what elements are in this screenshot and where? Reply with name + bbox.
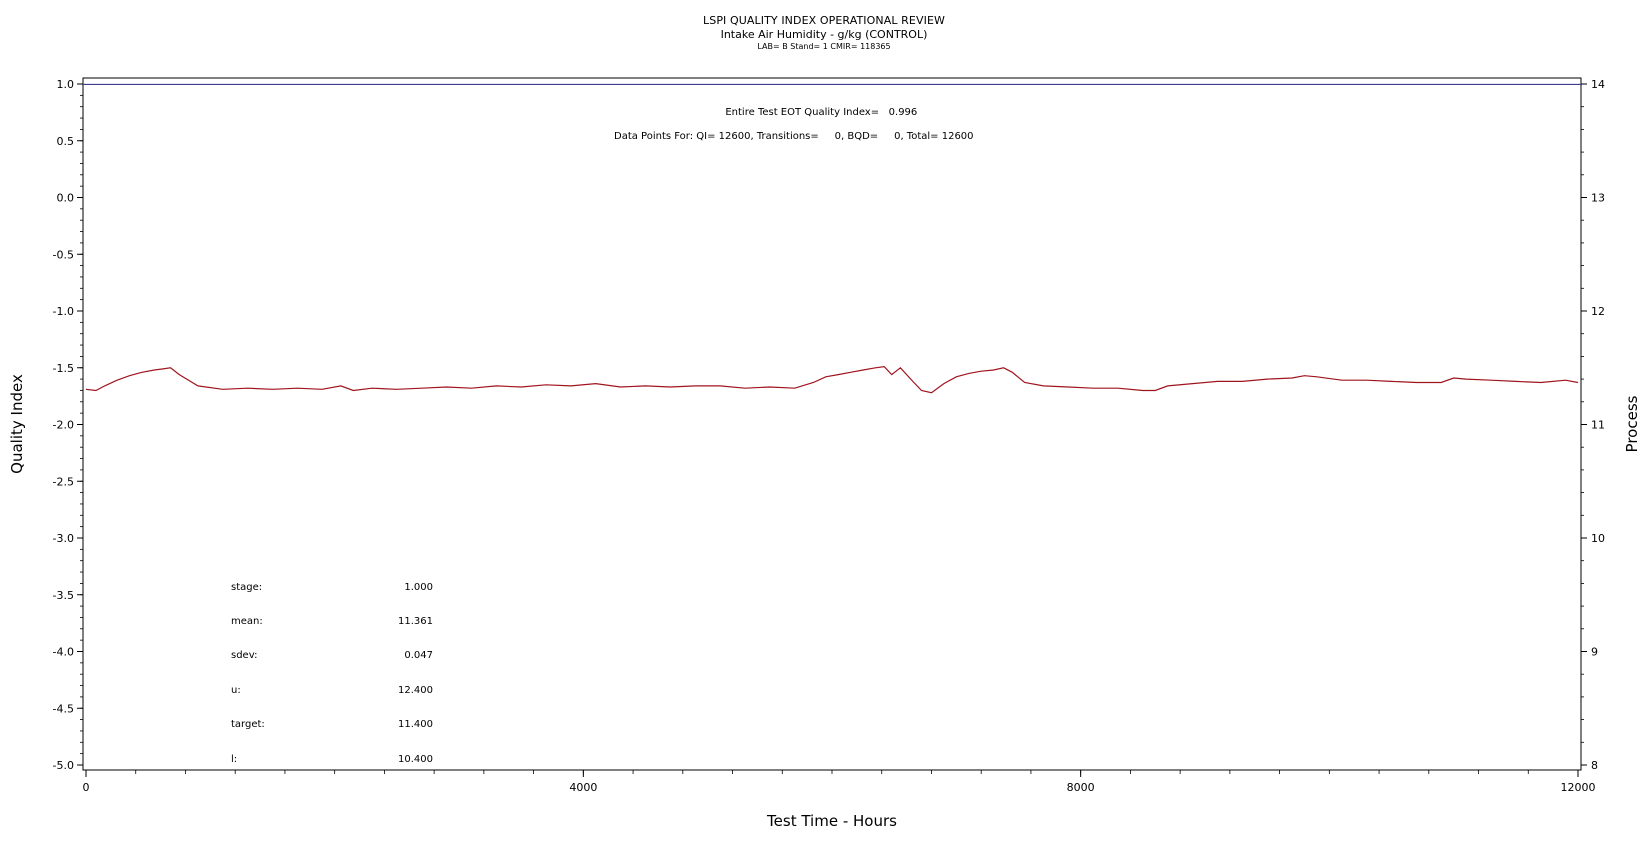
y-axis-label: Quality Index	[8, 374, 26, 474]
x-tick-label: 0	[83, 781, 90, 794]
y2-tick-label: 13	[1591, 192, 1605, 205]
y-tick-label: -1.0	[53, 305, 74, 318]
y2-tick-label: 10	[1591, 532, 1605, 545]
stat-value-mean: 11.361	[398, 616, 433, 627]
y-tick-label: 0.5	[57, 135, 75, 148]
chart-header: LSPI QUALITY INDEX OPERATIONAL REVIEW In…	[0, 14, 1648, 52]
axes: 1.0 0.5 0.0 -0.5 -1.0 -1.5 -2.0 -2.5 -3.0 -3.5 -4.…	[53, 78, 1605, 794]
chart-title: LSPI QUALITY INDEX OPERATIONAL REVIEW	[703, 14, 945, 27]
stat-label-l: l:	[231, 754, 238, 765]
stat-label-stage: stage:	[231, 582, 263, 593]
x-tick-label: 4000	[569, 781, 597, 794]
chart-meta: LAB= B Stand= 1 CMIR= 118365	[757, 42, 891, 51]
y-tick-label: -3.0	[53, 532, 74, 545]
y-tick-label: -4.0	[53, 646, 74, 659]
y-tick-label: 0.0	[57, 192, 75, 205]
y-tick-label: -3.5	[53, 589, 74, 602]
stat-label-target: target:	[231, 719, 265, 730]
y-tick-label: -0.5	[53, 248, 74, 261]
stat-value-u: 12.400	[398, 685, 433, 696]
eot-value: 0.996	[888, 107, 918, 118]
eot-annotation: Entire Test EOT Quality Index= 0.996	[719, 96, 917, 118]
y2-tick-label: 9	[1591, 646, 1598, 659]
y-tick-label: -2.5	[53, 475, 74, 488]
x-axis-label: Test Time - Hours	[766, 812, 897, 830]
stat-value-l: 10.400	[398, 754, 433, 765]
x-tick-label: 8000	[1067, 781, 1095, 794]
stat-value-sdev: 0.047	[404, 650, 433, 661]
y-tick-label: -5.0	[53, 759, 74, 772]
points-annotation: Data Points For: QI= 12600, Transitions=…	[614, 131, 974, 142]
stat-label-sdev: sdev:	[231, 650, 258, 661]
plot-frame	[82, 77, 1582, 771]
stat-value-target: 11.400	[398, 719, 433, 730]
y-tick-label: -2.0	[53, 419, 74, 432]
stat-label-mean: mean:	[231, 616, 263, 627]
y2-axis-label: Process	[1623, 395, 1641, 452]
y2-tick-label: 12	[1591, 305, 1605, 318]
stat-label-u: u:	[231, 685, 241, 696]
y2-tick-label: 11	[1591, 419, 1605, 432]
y2-tick-label: 8	[1591, 759, 1598, 772]
y-tick-label: 1.0	[57, 78, 75, 91]
eot-label: Entire Test EOT Quality Index=	[725, 107, 880, 118]
x-tick-label: 12000	[1561, 781, 1596, 794]
chart-subtitle: Intake Air Humidity - g/kg (CONTROL)	[720, 28, 928, 41]
y-tick-label: -1.5	[53, 362, 74, 375]
y2-tick-label: 14	[1591, 78, 1605, 91]
stat-value-stage: 1.000	[404, 582, 433, 593]
series-line	[85, 365, 1579, 394]
y-tick-label: -4.5	[53, 702, 74, 715]
